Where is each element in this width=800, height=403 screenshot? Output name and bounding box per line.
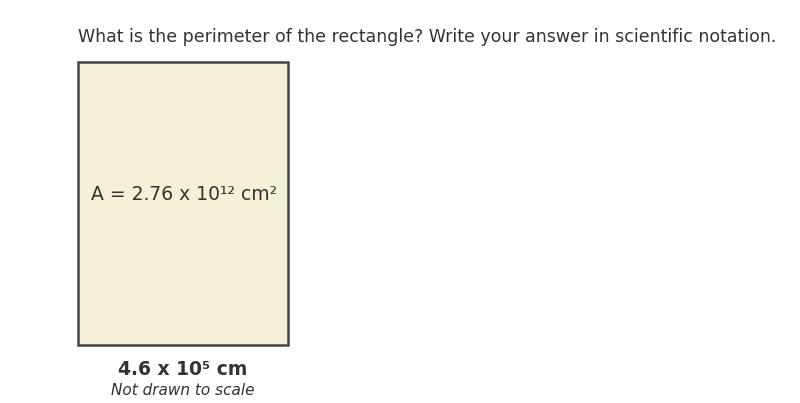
Text: What is the perimeter of the rectangle? Write your answer in scientific notation: What is the perimeter of the rectangle? … [78,28,776,46]
Text: 4.6 x 10⁵ cm: 4.6 x 10⁵ cm [118,360,248,379]
Text: Not drawn to scale: Not drawn to scale [111,383,254,398]
Bar [78,62,288,345]
Text: A = 2.76 x 10¹² cm²: A = 2.76 x 10¹² cm² [91,185,277,204]
